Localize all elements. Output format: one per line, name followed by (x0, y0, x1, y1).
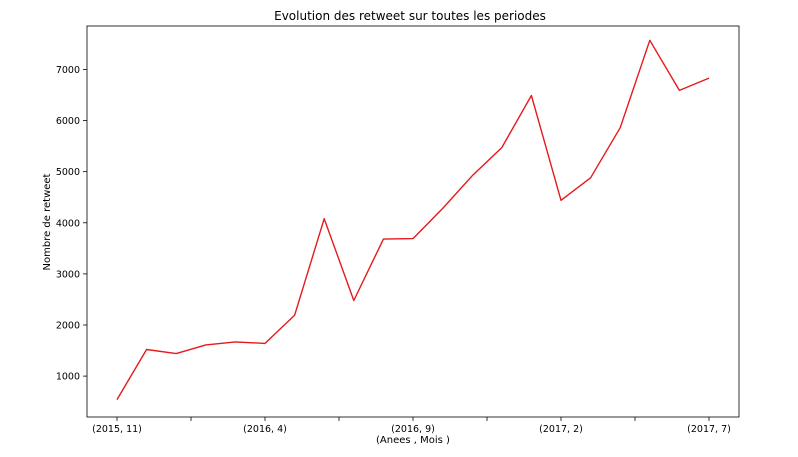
y-tick-label: 2000 (56, 321, 80, 332)
chart-title: Evolution des retweet sur toutes les per… (274, 9, 546, 23)
x-tick-label: (2016, 9) (391, 424, 435, 435)
y-tick-label: 5000 (56, 167, 80, 178)
x-axis-label: (Anees , Mois ) (376, 435, 450, 446)
y-tick-label: 6000 (56, 116, 80, 127)
x-tick-label: (2017, 7) (687, 424, 731, 435)
y-axis-label: Nombre de retweet (42, 173, 53, 270)
x-axis: (2015, 11) (2016, 4) (2016, 9) (2017, 2) (20… (92, 417, 731, 435)
y-tick-label: 1000 (56, 372, 80, 383)
plot-frame (86, 25, 740, 418)
x-tick-label: (2017, 2) (539, 424, 583, 435)
y-tick-label: 4000 (56, 218, 80, 229)
series-line (116, 39, 710, 400)
y-tick-label: 3000 (56, 269, 80, 280)
x-tick-label: (2015, 11) (92, 424, 142, 435)
y-axis: 1000 2000 3000 4000 5000 6000 7000 (56, 65, 87, 383)
y-tick-label: 7000 (56, 65, 80, 76)
x-tick-label: (2016, 4) (243, 424, 287, 435)
